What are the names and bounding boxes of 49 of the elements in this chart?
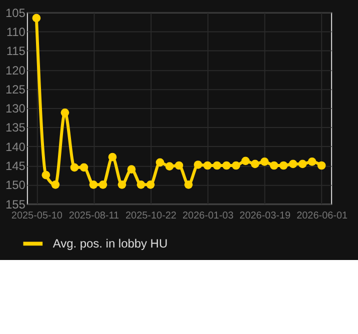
legend-label: Avg. pos. in lobby HU <box>52 236 168 251</box>
point <box>98 180 108 189</box>
point <box>156 158 164 167</box>
y-tick-label: 140 <box>5 140 26 154</box>
x-tick-label: 2025-08-11 <box>68 210 120 222</box>
point <box>203 161 212 170</box>
point <box>232 161 240 170</box>
point <box>279 161 288 170</box>
y-tick-label: 115 <box>6 44 26 58</box>
x-tick-label: 2026-01-03 <box>182 210 234 222</box>
point <box>174 161 184 170</box>
x-tick-label: 2025-05-10 <box>11 210 63 222</box>
point <box>222 161 231 170</box>
x-tick-label: 2026-06-01 <box>296 210 348 222</box>
y-tick-label: 125 <box>5 82 26 96</box>
x-tick-label: 2026-03-19 <box>240 210 291 222</box>
y-tick-label: 120 <box>5 63 26 78</box>
point <box>42 170 50 180</box>
point <box>165 162 174 170</box>
point <box>288 160 298 168</box>
y-tick-label: 150 <box>5 178 26 192</box>
point <box>298 160 307 168</box>
point <box>136 180 146 189</box>
point <box>184 180 193 189</box>
point <box>241 156 250 166</box>
point <box>80 163 88 172</box>
point <box>118 180 126 189</box>
y-tick-label: 110 <box>6 24 26 39</box>
point <box>146 180 155 189</box>
point <box>194 160 202 169</box>
point <box>250 160 260 168</box>
point <box>270 161 278 170</box>
point <box>70 163 79 172</box>
y-tick-label: 145 <box>5 158 26 173</box>
point <box>89 180 98 189</box>
point <box>60 108 70 117</box>
point <box>212 161 222 170</box>
y-tick-label: 135 <box>5 120 26 135</box>
point <box>317 161 326 170</box>
y-tick-label: 155 <box>5 197 26 212</box>
y-tick-label: 130 <box>5 102 26 116</box>
point <box>260 158 269 166</box>
point <box>32 14 41 22</box>
x-tick-label: 2025-10-22 <box>125 210 177 222</box>
y-tick-label: 105 <box>5 6 26 20</box>
point <box>308 158 316 166</box>
point <box>51 180 60 189</box>
point <box>127 165 136 174</box>
point <box>108 152 117 162</box>
